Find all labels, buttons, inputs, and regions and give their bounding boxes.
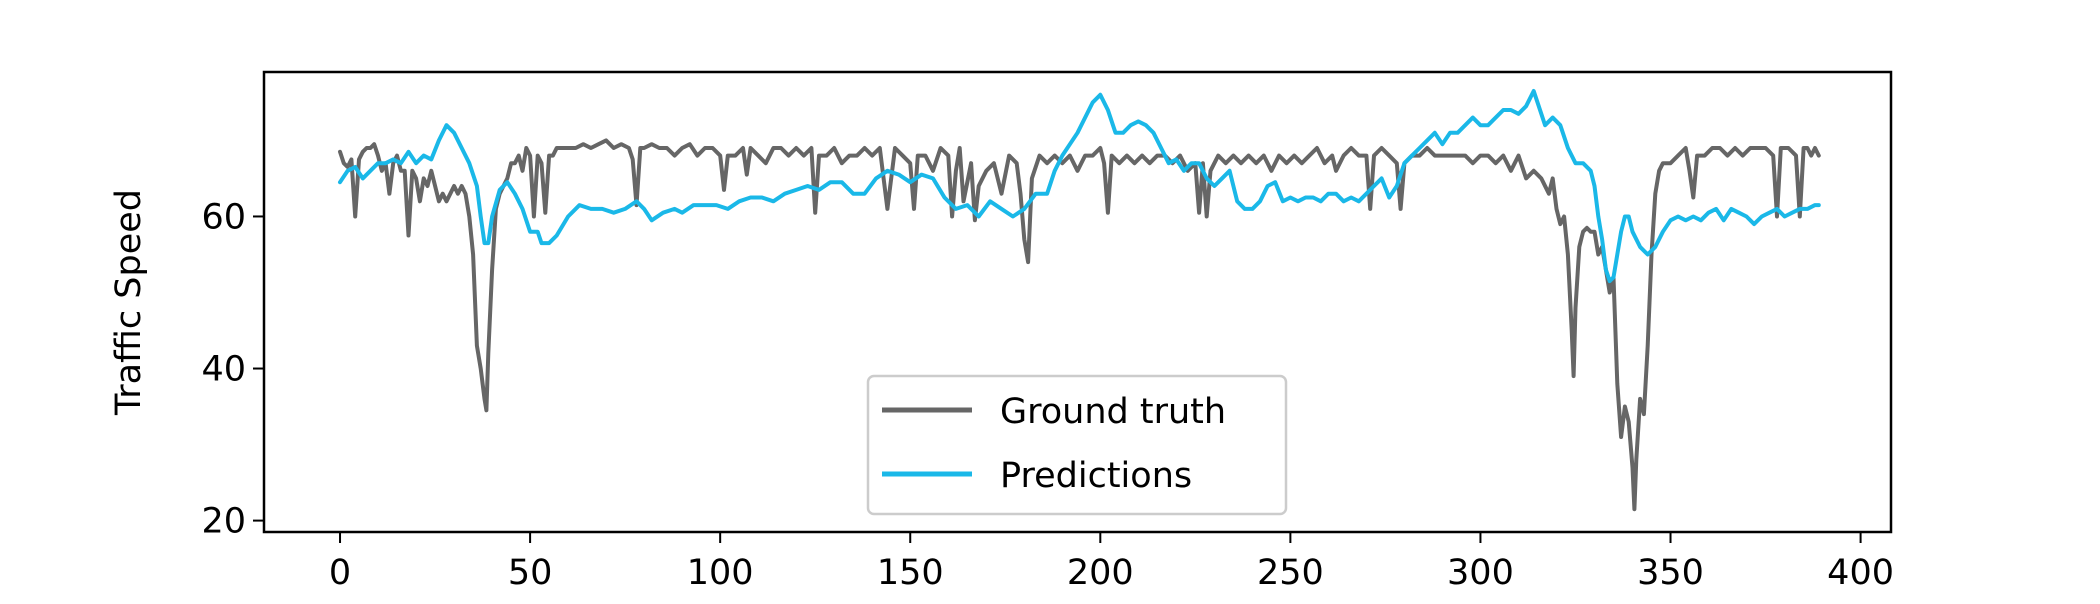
x-tick-label: 350: [1637, 553, 1704, 593]
legend-box: [866, 374, 1288, 516]
y-tick-label: 60: [201, 197, 246, 237]
x-tick-label: 0: [329, 553, 351, 593]
legend-label: Ground truth: [1000, 392, 1226, 432]
series-line-predictions: [338, 89, 1821, 284]
x-tick-label: 50: [508, 553, 553, 593]
series-group: [338, 89, 1821, 512]
x-tick-label: 250: [1257, 553, 1324, 593]
x-tick-label: 400: [1827, 553, 1894, 593]
x-axis: 0 50 100 150 200 250 300 350 400: [329, 532, 1894, 593]
y-tick-label: 20: [201, 502, 246, 542]
x-tick-label: 200: [1067, 553, 1134, 593]
y-axis: 20 40 60: [201, 197, 264, 542]
y-tick-label: 40: [201, 350, 246, 390]
x-tick-label: 100: [687, 553, 754, 593]
y-axis-label: Traffic Speed: [109, 189, 149, 416]
plot-area-frame: [262, 70, 1893, 534]
x-tick-label: 150: [877, 553, 944, 593]
legend: Ground truth Predictions: [866, 374, 1288, 516]
legend-label: Predictions: [1000, 456, 1192, 496]
x-tick-label: 300: [1447, 553, 1514, 593]
